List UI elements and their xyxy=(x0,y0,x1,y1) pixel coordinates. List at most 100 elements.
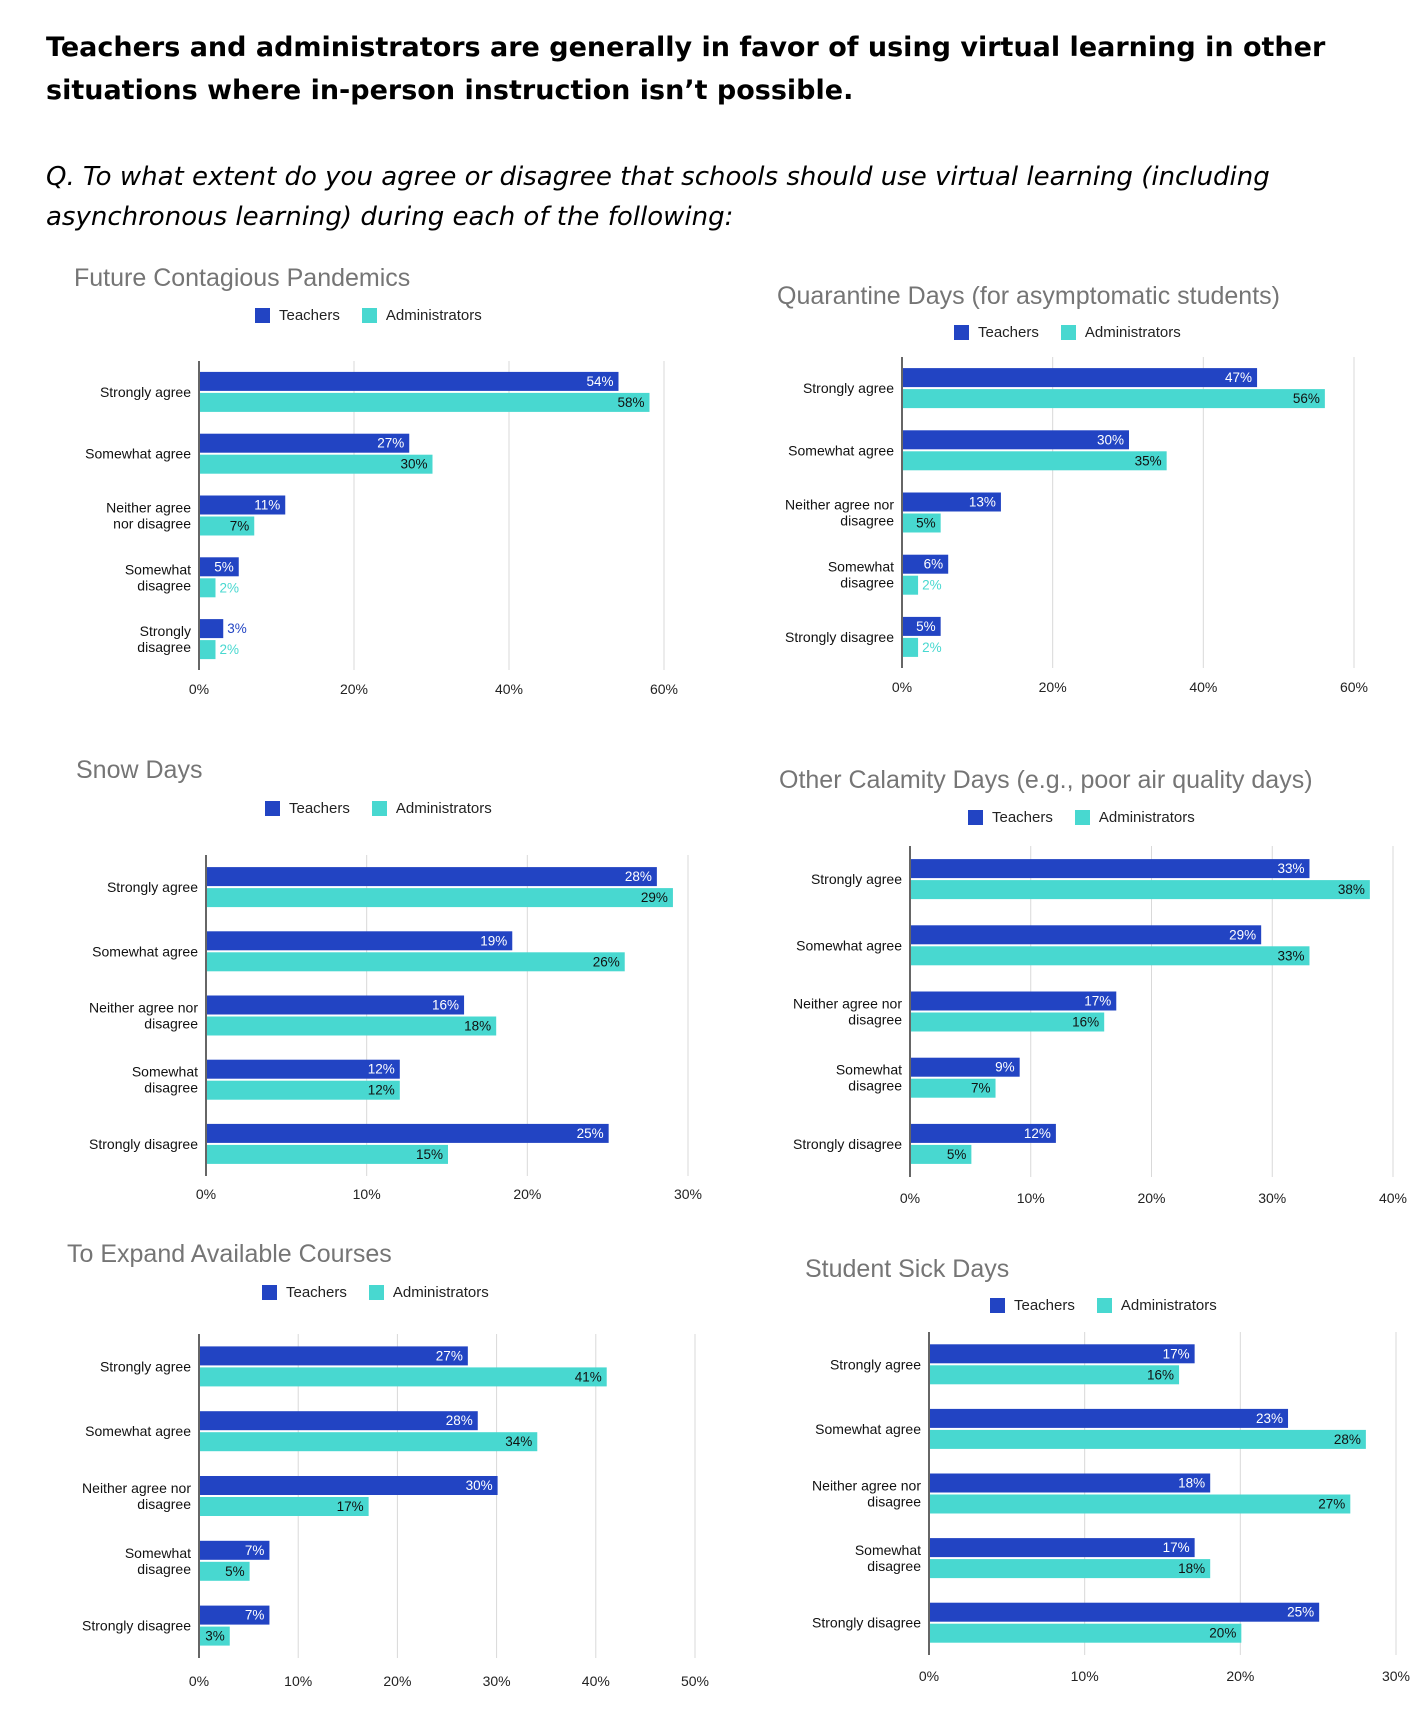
data-label-teachers: 27% xyxy=(377,436,404,451)
x-tick-label: 0% xyxy=(900,1190,920,1206)
bar-teachers xyxy=(930,1602,1320,1622)
x-tick-label: 10% xyxy=(353,1186,381,1202)
bar-teachers xyxy=(207,931,513,951)
x-tick-label: 0% xyxy=(892,679,912,695)
category-label: Somewhat agree xyxy=(796,937,902,953)
bar-teachers xyxy=(903,368,1258,388)
bar-teachers xyxy=(200,557,239,577)
bar-teachers xyxy=(930,1344,1195,1364)
category-label: Somewhat agree xyxy=(815,1421,921,1437)
chart-legend: Teachers Administrators xyxy=(255,307,504,324)
x-tick-label: 0% xyxy=(196,1186,216,1202)
bar-administrators xyxy=(200,516,255,536)
data-label-administrators: 38% xyxy=(1338,882,1365,897)
x-tick-label: 30% xyxy=(1382,1668,1410,1684)
data-label-administrators: 5% xyxy=(916,516,936,531)
category-label: Strongly disagree xyxy=(137,623,191,655)
data-label-administrators: 58% xyxy=(617,395,644,410)
data-label-teachers: 12% xyxy=(1024,1126,1051,1141)
data-label-teachers: 7% xyxy=(245,1543,265,1558)
category-label: Strongly agree xyxy=(107,879,198,895)
data-label-teachers: 5% xyxy=(916,619,936,634)
category-label: Somewhat disagree xyxy=(828,559,894,591)
data-label-teachers: 25% xyxy=(1287,1605,1314,1620)
data-label-administrators: 2% xyxy=(220,580,240,595)
bar-plot: 0% 20% 40% 60% Strongly agree 47% 56% Somewhat … xyxy=(785,357,1368,695)
bar-teachers xyxy=(207,995,465,1015)
legend-label-administrators: Administrators xyxy=(395,800,492,817)
data-label-teachers: 17% xyxy=(1084,994,1111,1009)
x-tick-label: 20% xyxy=(1137,1190,1165,1206)
legend-swatch-administrators xyxy=(371,801,387,816)
category-label: Somewhat disagree xyxy=(125,1545,191,1577)
category-label: Somewhat agree xyxy=(788,442,894,458)
bar-teachers xyxy=(903,616,941,636)
legend-item-administrators: Administrators xyxy=(368,1284,489,1301)
category-label: Somewhat disagree xyxy=(836,1062,902,1094)
category-label: Strongly agree xyxy=(100,384,191,400)
data-label-teachers: 17% xyxy=(1163,1346,1190,1361)
x-tick-label: 40% xyxy=(582,1673,610,1689)
category-label: Strongly disagree xyxy=(82,1618,191,1634)
x-tick-label: 60% xyxy=(1340,679,1368,695)
category-label: Strongly disagree xyxy=(785,629,894,645)
category-label: Neither agree nor disagree xyxy=(82,1480,191,1512)
chart-legend: Teachers Administrators xyxy=(265,800,514,817)
data-label-administrators: 56% xyxy=(1293,391,1320,406)
data-label-administrators: 30% xyxy=(400,457,427,472)
bar-administrators xyxy=(911,880,1370,900)
bar-teachers xyxy=(903,554,949,574)
data-label-teachers: 7% xyxy=(245,1608,265,1623)
legend-label-teachers: Teachers xyxy=(1014,1297,1075,1314)
bar-administrators xyxy=(930,1429,1366,1449)
legend-swatch-administrators xyxy=(1096,1298,1112,1313)
bar-administrators xyxy=(200,392,650,412)
survey-question: Q. To what extent do you agree or disagr… xyxy=(46,162,1270,232)
data-label-teachers: 30% xyxy=(1097,432,1124,447)
data-label-administrators: 5% xyxy=(947,1147,967,1162)
data-label-administrators: 41% xyxy=(575,1369,602,1384)
x-tick-label: 20% xyxy=(1226,1668,1254,1684)
bar-teachers xyxy=(207,1059,400,1079)
bar-administrators xyxy=(930,1559,1211,1579)
data-label-teachers: 54% xyxy=(586,374,613,389)
chart-legend: Teachers Administrators xyxy=(968,809,1217,826)
bar-administrators xyxy=(903,637,919,657)
legend-item-teachers: Teachers xyxy=(990,1297,1075,1314)
data-label-administrators: 18% xyxy=(1178,1561,1205,1576)
data-label-administrators: 15% xyxy=(416,1147,443,1162)
bar-administrators xyxy=(200,1432,538,1452)
legend-label-teachers: Teachers xyxy=(992,809,1053,826)
legend-item-teachers: Teachers xyxy=(262,1284,347,1301)
bar-teachers xyxy=(200,1540,270,1560)
legend-item-teachers: Teachers xyxy=(255,307,340,324)
data-label-teachers: 29% xyxy=(1229,927,1256,942)
category-label: Neither agree nor disagree xyxy=(89,1000,198,1032)
data-label-teachers: 47% xyxy=(1225,370,1252,385)
data-label-administrators: 33% xyxy=(1277,948,1304,963)
legend-item-administrators: Administrators xyxy=(1096,1297,1217,1314)
category-label: Somewhat agree xyxy=(85,1423,191,1439)
chart-student-sick-days: Student Sick Days Teachers Administrator… xyxy=(700,1235,1410,1705)
bar-teachers xyxy=(903,430,1129,450)
bar-teachers xyxy=(207,1123,609,1143)
data-label-teachers: 33% xyxy=(1277,861,1304,876)
bar-teachers xyxy=(200,371,619,391)
chart-snow-days: Snow Days Teachers Administrators 0% 10% 2… xyxy=(0,752,702,1222)
data-label-teachers: 11% xyxy=(254,498,280,513)
bar-teachers xyxy=(200,433,410,453)
bar-administrators xyxy=(930,1494,1351,1514)
chart-legend: Teachers Administrators xyxy=(262,1284,511,1301)
x-tick-label: 40% xyxy=(1189,679,1217,695)
legend-label-administrators: Administrators xyxy=(1084,324,1181,341)
x-tick-label: 10% xyxy=(284,1673,312,1689)
x-tick-label: 20% xyxy=(513,1186,541,1202)
data-label-administrators: 17% xyxy=(337,1499,364,1514)
legend-item-administrators: Administrators xyxy=(361,307,482,324)
bar-administrators xyxy=(207,1080,400,1100)
category-label: Neither agree nor disagree xyxy=(812,1478,921,1510)
category-label: Somewhat disagree xyxy=(855,1542,921,1574)
legend-item-teachers: Teachers xyxy=(265,800,350,817)
bar-administrators xyxy=(200,640,216,660)
data-label-teachers: 17% xyxy=(1163,1540,1190,1555)
